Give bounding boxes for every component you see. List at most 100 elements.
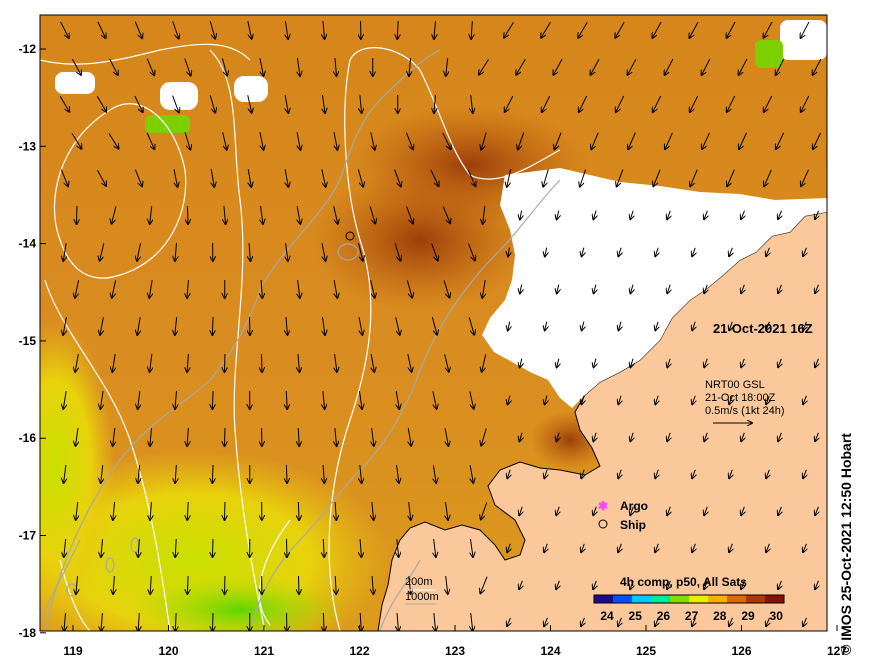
current-arrow — [405, 132, 413, 150]
current-arrow — [630, 358, 633, 368]
date-label: 21-Oct-2021 16Z — [713, 321, 813, 336]
current-arrow — [519, 580, 522, 589]
depth-1000-label: 1000m — [405, 591, 439, 603]
current-arrow — [224, 205, 226, 224]
current-arrow — [581, 543, 584, 552]
current-arrow — [692, 617, 695, 626]
current-arrow — [137, 317, 140, 335]
current-arrow — [667, 580, 670, 589]
current-arrow — [394, 169, 401, 187]
current-arrow — [407, 354, 412, 372]
current-arrow — [146, 58, 154, 76]
colorbar-segment — [613, 595, 633, 603]
current-arrow — [667, 284, 670, 294]
current-arrow — [508, 321, 510, 331]
current-arrow — [594, 284, 596, 294]
current-arrow — [112, 280, 117, 298]
current-arrow — [445, 428, 448, 446]
current-arrow — [360, 538, 361, 557]
argo-label: Argo — [620, 499, 648, 513]
current-arrow — [813, 58, 822, 75]
current-arrow — [653, 95, 662, 112]
current-arrow — [442, 132, 451, 149]
current-arrow — [655, 543, 658, 552]
current-arrow — [630, 284, 633, 294]
current-arrow — [173, 169, 177, 187]
current-arrow — [741, 580, 744, 589]
colorbar-tick-label: 29 — [741, 609, 755, 623]
current-arrow — [323, 20, 325, 39]
current-arrow — [358, 243, 363, 260]
current-arrow — [667, 358, 670, 368]
current-arrow — [322, 95, 325, 113]
current-arrow — [323, 538, 324, 557]
current-arrow — [97, 21, 106, 38]
current-arrow — [406, 206, 413, 224]
current-arrow — [212, 464, 213, 483]
current-arrow — [175, 464, 176, 483]
cloud-patch-1 — [160, 82, 198, 110]
y-tick-label: -14 — [19, 237, 37, 251]
current-arrow — [286, 316, 287, 335]
current-arrow — [704, 210, 707, 219]
current-arrow — [184, 58, 191, 75]
ship-symbol — [598, 519, 608, 529]
colorbar — [593, 594, 785, 604]
current-arrow — [323, 612, 324, 631]
current-arrow — [739, 58, 748, 75]
current-arrow — [187, 427, 188, 446]
current-arrow — [211, 169, 214, 187]
current-arrow — [507, 543, 510, 552]
current-arrow — [360, 465, 362, 483]
current-arrow — [369, 206, 375, 223]
current-arrow — [704, 432, 707, 441]
current-arrow — [150, 428, 152, 446]
current-arrow — [100, 391, 103, 409]
current-arrow — [172, 95, 179, 113]
current-arrow — [444, 354, 449, 371]
green-patch-2 — [755, 40, 783, 68]
current-arrow — [434, 613, 436, 631]
current-arrow — [334, 280, 337, 298]
current-arrow — [764, 169, 772, 186]
current-arrow — [101, 612, 102, 631]
current-arrow — [618, 543, 621, 552]
current-arrow — [667, 506, 670, 515]
current-arrow — [553, 58, 563, 75]
current-arrow — [360, 612, 361, 631]
current-arrow — [370, 132, 375, 150]
current-arrow — [479, 59, 489, 74]
current-arrow — [581, 469, 584, 479]
current-arrow — [690, 95, 699, 112]
current-arrow — [554, 132, 562, 150]
current-arrow — [409, 576, 411, 594]
current-arrow — [594, 358, 596, 368]
current-arrow — [175, 538, 176, 557]
current-arrow — [803, 469, 806, 478]
current-arrow — [741, 506, 744, 515]
current-arrow — [430, 169, 439, 186]
current-arrow — [175, 612, 176, 631]
colorbar-frame — [593, 594, 785, 604]
current-arrow — [541, 22, 551, 37]
current-arrow — [63, 243, 66, 261]
current-arrow — [372, 428, 374, 446]
current-arrow — [360, 94, 362, 113]
current-arrow — [175, 242, 177, 261]
credit-label: © IMOS 25-Oct-2021 12:50 Hobart — [838, 433, 854, 655]
current-arrow — [481, 428, 487, 445]
current-arrow — [704, 358, 707, 367]
colorbar-segment — [727, 595, 747, 603]
current-arrow — [442, 206, 450, 224]
current-arrow — [322, 317, 324, 335]
current-arrow — [150, 206, 152, 224]
current-arrow — [544, 617, 547, 626]
current-arrow — [630, 432, 633, 442]
current-arrow — [146, 132, 154, 149]
current-arrow — [150, 575, 151, 594]
current-arrow — [409, 58, 411, 76]
current-arrow — [360, 391, 362, 409]
colorbar-segment — [765, 595, 785, 603]
current-arrow — [335, 501, 336, 520]
current-arrow — [815, 358, 818, 367]
